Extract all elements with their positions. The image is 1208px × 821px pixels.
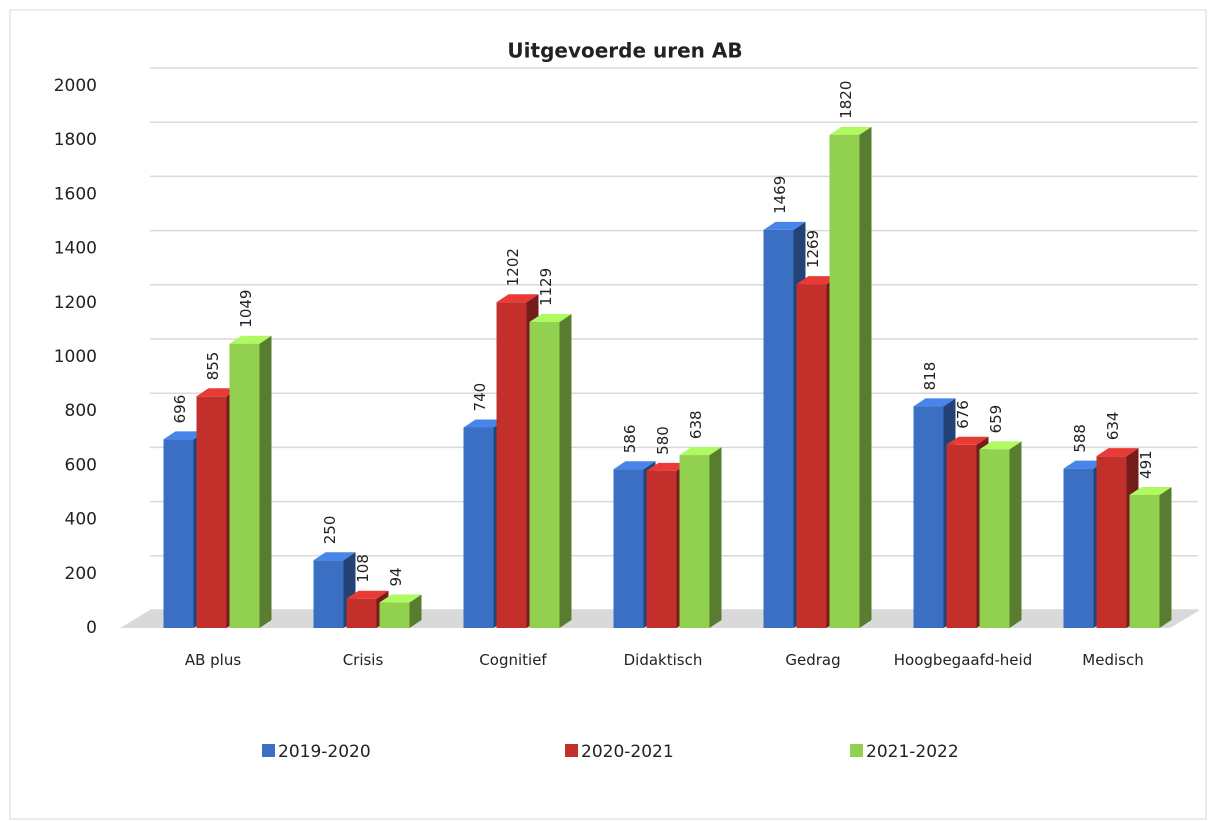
bar-top xyxy=(463,419,506,428)
data-label: 250 xyxy=(321,516,339,545)
chart-title: Uitgevoerde uren AB xyxy=(507,39,742,63)
data-label: 1049 xyxy=(237,290,255,328)
bar xyxy=(1096,456,1127,628)
legend-swatch xyxy=(850,744,863,757)
bar-top xyxy=(196,388,239,397)
bar xyxy=(529,322,560,628)
bar-side xyxy=(559,314,572,628)
bar-top xyxy=(946,436,989,445)
bar-top xyxy=(163,431,206,440)
y-tick-label: 800 xyxy=(65,401,97,421)
data-label: 818 xyxy=(921,362,939,391)
bar xyxy=(229,343,260,628)
y-tick-label: 400 xyxy=(65,510,97,530)
y-tick-label: 200 xyxy=(65,564,97,584)
x-tick-label: Gedrag xyxy=(785,651,841,669)
bar xyxy=(613,469,644,628)
bar xyxy=(463,427,494,628)
bar-side xyxy=(1159,486,1172,628)
bar-top xyxy=(913,398,956,407)
data-label: 580 xyxy=(654,426,672,455)
y-tick-label: 2000 xyxy=(54,76,97,96)
y-tick-label: 600 xyxy=(65,455,97,475)
bar-top xyxy=(796,276,839,285)
x-tick-label: Medisch xyxy=(1082,651,1144,669)
data-label: 94 xyxy=(387,567,405,586)
bar-top xyxy=(229,335,272,344)
bar-top xyxy=(646,462,689,471)
data-label: 855 xyxy=(204,352,222,381)
bar xyxy=(1063,468,1094,628)
legend-label: 2021-2022 xyxy=(866,742,959,762)
bar-side xyxy=(709,447,722,628)
data-label: 586 xyxy=(621,425,639,454)
bar xyxy=(313,560,344,628)
bar-top xyxy=(379,594,422,603)
data-label: 588 xyxy=(1071,424,1089,453)
bar xyxy=(946,444,977,628)
x-tick-label: AB plus xyxy=(184,651,242,669)
bar xyxy=(763,229,794,628)
data-label: 1202 xyxy=(504,248,522,286)
y-tick-label: 1800 xyxy=(54,130,97,150)
data-label: 696 xyxy=(171,395,189,424)
y-tick-label: 1000 xyxy=(54,347,97,367)
data-label: 676 xyxy=(954,400,972,429)
data-label: 491 xyxy=(1137,450,1155,479)
bar xyxy=(646,470,677,628)
legend-swatch xyxy=(565,744,578,757)
bar xyxy=(196,396,227,628)
bar-top xyxy=(346,590,389,599)
x-tick-label: Cognitief xyxy=(479,651,547,669)
bar-top xyxy=(829,126,872,135)
data-label: 740 xyxy=(471,383,489,412)
bar xyxy=(979,449,1010,628)
legend-label: 2019-2020 xyxy=(278,742,371,762)
data-label: 1269 xyxy=(804,230,822,268)
legend-swatch xyxy=(262,744,275,757)
data-label: 659 xyxy=(987,405,1005,434)
bar-side xyxy=(259,335,272,628)
bar xyxy=(796,284,827,628)
bar-top xyxy=(496,294,539,303)
bar-top xyxy=(979,441,1022,450)
y-tick-label: 0 xyxy=(86,618,97,638)
data-label: 1820 xyxy=(837,81,855,119)
bar xyxy=(1129,494,1160,628)
bar-top xyxy=(529,314,572,323)
bar xyxy=(913,406,944,628)
bar-top xyxy=(1096,448,1139,457)
bar-top xyxy=(613,461,656,470)
y-tick-label: 1600 xyxy=(54,184,97,204)
chart-border xyxy=(9,9,1207,820)
y-tick-label: 1200 xyxy=(54,293,97,313)
bar-side xyxy=(1009,441,1022,628)
data-label: 108 xyxy=(354,554,372,583)
bar-top xyxy=(313,552,356,561)
data-label: 634 xyxy=(1104,412,1122,441)
x-tick-label: Hoogbegaafd-heid xyxy=(893,651,1033,669)
bar xyxy=(379,602,410,628)
bar-top xyxy=(679,447,722,456)
bar xyxy=(496,302,527,628)
bar xyxy=(346,598,377,628)
bar-top xyxy=(763,221,806,230)
bar-side xyxy=(409,594,422,628)
bar xyxy=(163,439,194,628)
x-tick-label: Didaktisch xyxy=(623,651,703,669)
y-tick-label: 1400 xyxy=(54,239,97,259)
data-label: 1469 xyxy=(771,176,789,214)
bar xyxy=(829,134,860,628)
data-label: 1129 xyxy=(537,268,555,306)
bar-top xyxy=(1129,486,1172,495)
x-tick-label: Crisis xyxy=(342,651,384,669)
bar-top xyxy=(1063,460,1106,469)
bar-side xyxy=(859,126,872,628)
bar xyxy=(679,455,710,628)
legend-label: 2020-2021 xyxy=(581,742,674,762)
data-label: 638 xyxy=(687,410,705,439)
